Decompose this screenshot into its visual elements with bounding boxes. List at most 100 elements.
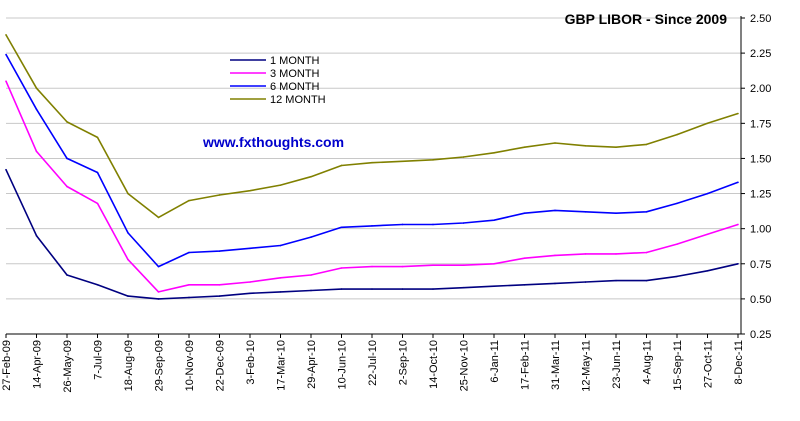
data-point xyxy=(249,189,251,192)
x-tick-label: 8-Dec-11 xyxy=(733,340,745,384)
data-point xyxy=(523,284,526,286)
data-point xyxy=(371,265,373,268)
x-tick-label: 3-Feb-10 xyxy=(245,340,257,385)
y-tick-label: 2.00 xyxy=(750,83,771,95)
data-point xyxy=(157,298,160,300)
x-tick-label: 17-Feb-11 xyxy=(520,340,532,390)
data-point xyxy=(676,243,678,245)
data-point xyxy=(66,185,68,188)
x-tick-label: 6-Jan-11 xyxy=(489,340,501,383)
data-point xyxy=(188,199,190,202)
y-tick-label: 0.25 xyxy=(750,329,771,341)
data-point xyxy=(310,274,312,276)
x-tick-label: 26-May-09 xyxy=(62,340,74,393)
data-point xyxy=(5,34,7,36)
data-point xyxy=(5,53,7,56)
data-point xyxy=(401,160,404,163)
data-point xyxy=(218,295,221,297)
data-point xyxy=(310,289,312,292)
series-lines xyxy=(5,34,739,300)
data-point xyxy=(279,244,282,247)
data-point xyxy=(279,291,282,293)
data-point xyxy=(127,258,129,261)
data-point xyxy=(645,143,648,146)
data-point xyxy=(401,223,404,226)
x-tick-label: 29-Apr-10 xyxy=(306,340,318,389)
x-tick-label: 12-May-11 xyxy=(581,340,593,392)
data-point xyxy=(188,251,190,254)
data-point xyxy=(249,281,251,283)
data-point xyxy=(645,211,648,213)
data-point xyxy=(66,274,68,276)
data-point xyxy=(96,202,99,205)
x-tick-label: 14-Apr-09 xyxy=(32,340,44,389)
data-point xyxy=(310,175,312,178)
data-point xyxy=(615,146,617,149)
data-point xyxy=(584,253,587,255)
data-point xyxy=(371,288,373,290)
data-point xyxy=(249,292,251,295)
legend-label: 1 MONTH xyxy=(270,55,320,67)
data-point xyxy=(615,253,617,255)
x-tick-label: 10-Jun-10 xyxy=(337,340,349,390)
data-point xyxy=(706,192,709,195)
data-point xyxy=(432,288,434,290)
data-point xyxy=(737,112,739,115)
data-point xyxy=(584,145,587,147)
x-tick-label: 22-Jul-10 xyxy=(367,340,379,386)
data-point xyxy=(554,282,556,285)
data-point xyxy=(462,222,465,224)
y-tick-label: 1.75 xyxy=(750,118,771,130)
legend-label: 3 MONTH xyxy=(270,68,320,80)
data-point xyxy=(737,223,739,226)
grid-lines xyxy=(6,17,741,335)
data-point xyxy=(737,262,739,265)
x-tick-label: 14-Oct-10 xyxy=(428,340,440,389)
data-point xyxy=(249,247,251,250)
y-tick-label: 0.75 xyxy=(750,259,771,271)
data-point xyxy=(66,157,68,160)
data-point xyxy=(676,202,678,205)
data-point xyxy=(127,192,129,195)
x-tick-label: 23-Jun-11 xyxy=(611,340,623,389)
chart-title: GBP LIBOR - Since 2009 xyxy=(565,11,728,27)
data-point xyxy=(462,264,465,266)
data-point xyxy=(432,223,434,226)
data-point xyxy=(279,184,282,186)
data-point xyxy=(462,286,465,289)
data-point xyxy=(188,284,190,286)
data-point xyxy=(127,295,129,297)
data-point xyxy=(554,142,556,144)
x-tick-label: 10-Nov-09 xyxy=(184,340,196,391)
data-point xyxy=(340,164,343,167)
x-tick-label: 17-Mar-10 xyxy=(276,340,288,391)
data-point xyxy=(35,108,38,111)
data-point xyxy=(371,161,373,164)
data-point xyxy=(706,122,709,125)
x-tick-label: 18-Aug-09 xyxy=(123,340,135,391)
data-point xyxy=(96,171,99,174)
y-tick-label: 1.50 xyxy=(750,153,771,165)
legend-label: 6 MONTH xyxy=(270,81,320,93)
data-point xyxy=(615,279,617,282)
x-tick-label: 7-Jul-09 xyxy=(93,340,105,380)
data-point xyxy=(523,212,526,215)
data-point xyxy=(66,121,68,123)
data-point xyxy=(340,267,343,269)
data-point xyxy=(584,281,587,283)
data-point xyxy=(493,219,495,222)
data-point xyxy=(35,87,38,90)
y-tick-label: 1.25 xyxy=(750,189,771,201)
data-point xyxy=(493,152,495,154)
x-tick-label: 27-Feb-09 xyxy=(1,340,13,391)
legend-label: 12 MONTH xyxy=(270,94,326,106)
data-point xyxy=(493,285,495,288)
data-point xyxy=(645,279,648,282)
data-point xyxy=(279,277,282,279)
data-point xyxy=(432,159,434,161)
data-point xyxy=(5,80,7,82)
data-point xyxy=(676,275,678,278)
